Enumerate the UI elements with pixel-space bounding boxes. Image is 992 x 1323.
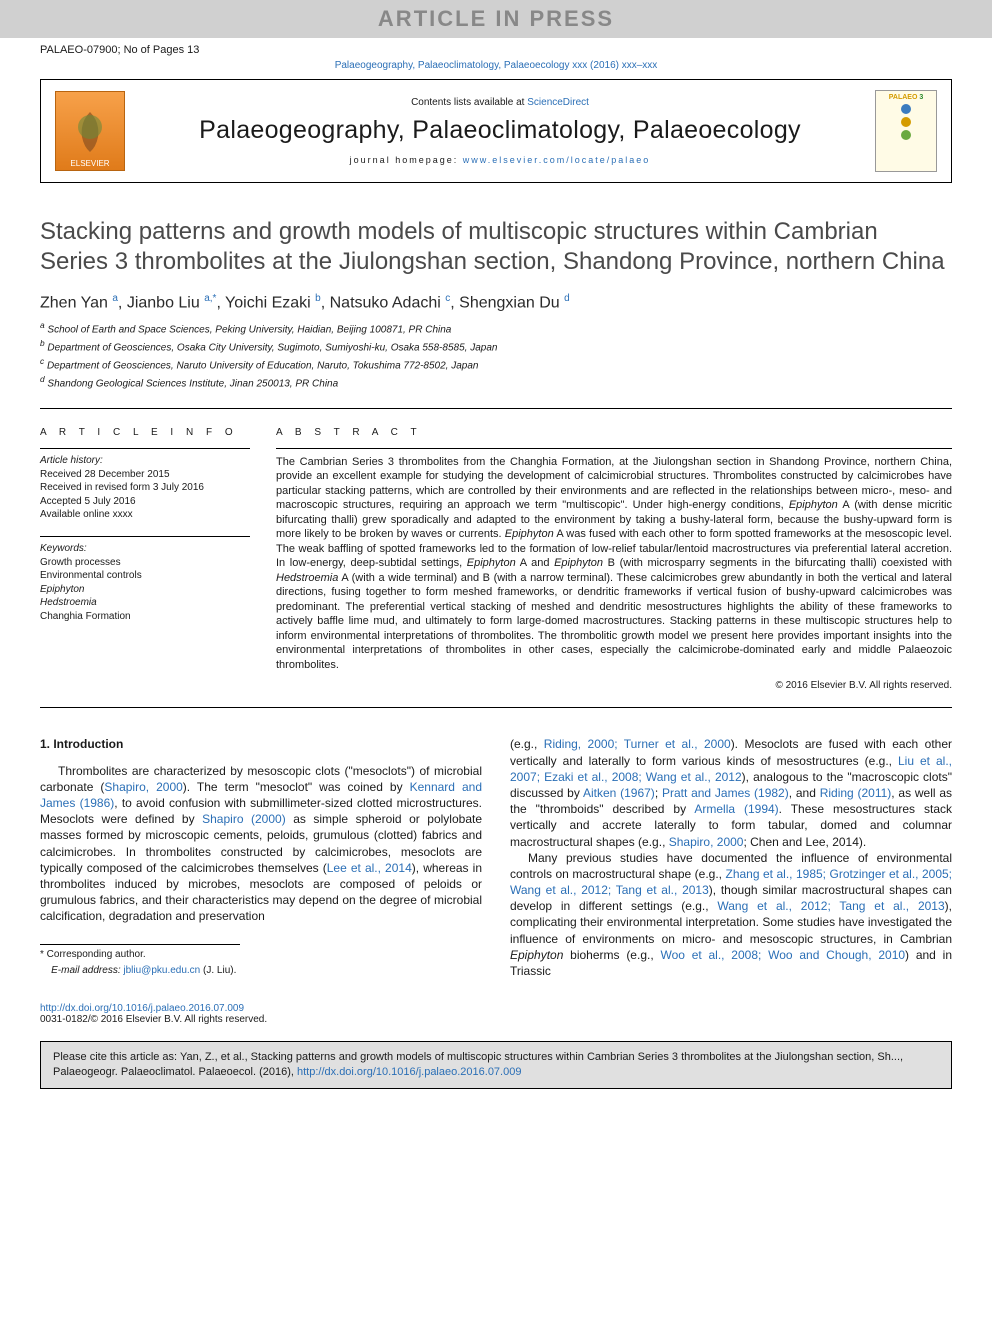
keywords-lines: Growth processesEnvironmental controlsEp… bbox=[40, 556, 250, 624]
section-heading-intro: 1. Introduction bbox=[40, 736, 482, 752]
masthead: ELSEVIER Contents lists available at Sci… bbox=[40, 79, 952, 183]
history-block: Article history: Received 28 December 20… bbox=[40, 448, 250, 522]
elsevier-tree-icon bbox=[70, 107, 110, 157]
intro-para-3: Many previous studies have documented th… bbox=[510, 850, 952, 980]
email-suffix: (J. Liu). bbox=[200, 965, 236, 976]
body-columns: 1. Introduction Thrombolites are charact… bbox=[0, 714, 992, 989]
rule-bottom bbox=[40, 707, 952, 708]
keywords-label: Keywords: bbox=[40, 543, 250, 554]
corresponding-email-line: E-mail address: jbliu@pku.edu.cn (J. Liu… bbox=[40, 964, 482, 978]
homepage-link[interactable]: www.elsevier.com/locate/palaeo bbox=[463, 155, 651, 165]
issn-line: 0031-0182/© 2016 Elsevier B.V. All right… bbox=[40, 1014, 267, 1025]
journal-cover-thumb: PALAEO 3 bbox=[875, 90, 937, 172]
contents-line: Contents lists available at ScienceDirec… bbox=[139, 97, 861, 108]
article-info-heading: A R T I C L E I N F O bbox=[40, 427, 250, 438]
history-label: Article history: bbox=[40, 455, 250, 466]
abstract-heading: A B S T R A C T bbox=[276, 427, 952, 438]
history-lines: Received 28 December 2015Received in rev… bbox=[40, 468, 250, 522]
article-ref: PALAEO-07900; No of Pages 13 bbox=[0, 38, 992, 58]
homepage-label: journal homepage: bbox=[350, 155, 463, 165]
article-info-col: A R T I C L E I N F O Article history: R… bbox=[40, 427, 250, 692]
corresponding-footer: * Corresponding author. E-mail address: … bbox=[40, 944, 482, 977]
body-col-right: (e.g., Riding, 2000; Turner et al., 2000… bbox=[510, 736, 952, 979]
keywords-block: Keywords: Growth processesEnvironmental … bbox=[40, 536, 250, 624]
info-abstract-row: A R T I C L E I N F O Article history: R… bbox=[0, 415, 992, 702]
rule-top bbox=[40, 408, 952, 409]
corresponding-label: * Corresponding author. bbox=[40, 944, 240, 962]
cover-dot-2 bbox=[901, 117, 911, 127]
email-label: E-mail address: bbox=[51, 965, 123, 976]
intro-para-1: Thrombolites are characterized by mesosc… bbox=[40, 763, 482, 925]
journal-title: Palaeogeography, Palaeoclimatology, Pala… bbox=[139, 116, 861, 145]
email-link[interactable]: jbliu@pku.edu.cn bbox=[123, 965, 200, 976]
elsevier-label: ELSEVIER bbox=[70, 159, 109, 168]
doi-block: http://dx.doi.org/10.1016/j.palaeo.2016.… bbox=[0, 989, 992, 1035]
elsevier-logo: ELSEVIER bbox=[55, 91, 125, 171]
sciencedirect-link[interactable]: ScienceDirect bbox=[527, 97, 589, 108]
body-col-left: 1. Introduction Thrombolites are charact… bbox=[40, 736, 482, 979]
authors-line: Zhen Yan a, Jianbo Liu a,*, Yoichi Ezaki… bbox=[0, 287, 992, 316]
journal-citation: Palaeogeography, Palaeoclimatology, Pala… bbox=[0, 58, 992, 79]
in-press-banner: ARTICLE IN PRESS bbox=[0, 0, 992, 38]
intro-para-2: (e.g., Riding, 2000; Turner et al., 2000… bbox=[510, 736, 952, 849]
homepage-line: journal homepage: www.elsevier.com/locat… bbox=[139, 155, 861, 165]
abstract-col: A B S T R A C T The Cambrian Series 3 th… bbox=[276, 427, 952, 692]
cover-dot-3 bbox=[901, 130, 911, 140]
abstract-copyright: © 2016 Elsevier B.V. All rights reserved… bbox=[276, 680, 952, 691]
masthead-center: Contents lists available at ScienceDirec… bbox=[139, 97, 861, 165]
affiliations: a School of Earth and Space Sciences, Pe… bbox=[0, 316, 992, 401]
cover-dot-1 bbox=[901, 104, 911, 114]
contents-prefix: Contents lists available at bbox=[411, 97, 527, 108]
abstract-body: The Cambrian Series 3 thrombolites from … bbox=[276, 448, 952, 673]
cite-doi-link[interactable]: http://dx.doi.org/10.1016/j.palaeo.2016.… bbox=[297, 1066, 521, 1078]
cover-label: PALAEO 3 bbox=[889, 94, 924, 101]
doi-link[interactable]: http://dx.doi.org/10.1016/j.palaeo.2016.… bbox=[40, 1003, 244, 1014]
cite-box: Please cite this article as: Yan, Z., et… bbox=[40, 1041, 952, 1089]
article-title: Stacking patterns and growth models of m… bbox=[0, 183, 992, 287]
